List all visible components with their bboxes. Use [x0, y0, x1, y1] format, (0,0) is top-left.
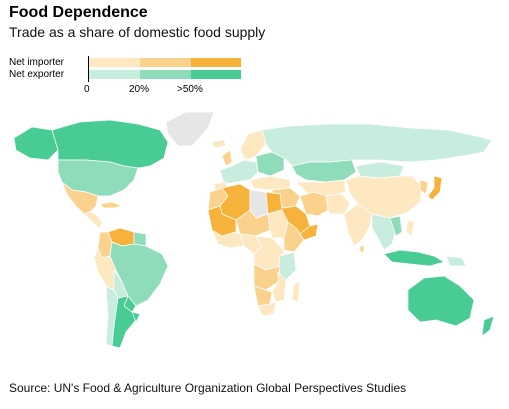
- region-korea: [419, 179, 429, 195]
- chart-title: Food Dependence: [9, 4, 148, 21]
- legend-exporter-label: Net exporter: [9, 69, 65, 80]
- legend-tick-20: 20%: [129, 84, 150, 95]
- legend-tick-0: 0: [84, 84, 90, 95]
- region-caribbean: [99, 201, 123, 209]
- region-kazakhstan: [291, 159, 357, 183]
- legend-exporter-low: [89, 70, 140, 79]
- region-central-asia: [295, 179, 347, 197]
- region-namibia-botswana: [253, 285, 273, 307]
- region-mongolia: [355, 161, 405, 179]
- region-alaska: [13, 126, 59, 161]
- region-central-america: [83, 211, 103, 229]
- region-sri-lanka: [359, 245, 365, 253]
- region-uk: [221, 149, 233, 167]
- region-iceland: [211, 139, 227, 149]
- region-philippines: [405, 219, 415, 237]
- region-new-zealand: [481, 315, 495, 337]
- region-madagascar: [291, 281, 301, 303]
- region-australia: [407, 275, 475, 327]
- region-russia: [261, 123, 493, 167]
- legend-importer-low: [89, 58, 140, 67]
- legend-importer-label: Net importer: [9, 57, 65, 68]
- legend-exporter-high: [191, 70, 241, 79]
- region-indochina: [389, 215, 403, 237]
- legend: Net importer Net exporter 0 20% >50%: [9, 52, 259, 98]
- chart-subtitle: Trade as a share of domestic food supply: [9, 24, 266, 40]
- legend-importer-high: [191, 58, 241, 67]
- region-pakistan: [325, 193, 351, 215]
- region-india: [343, 203, 373, 247]
- region-malaysia-indonesia: [383, 249, 445, 267]
- region-south-africa: [257, 301, 277, 317]
- legend-importer-mid: [140, 58, 191, 67]
- region-greenland: [165, 111, 215, 147]
- region-japan: [427, 175, 443, 201]
- region-brazil: [109, 241, 169, 307]
- source-note: Source: UN's Food & Agriculture Organiza…: [9, 381, 407, 395]
- region-guianas: [133, 231, 147, 247]
- legend-exporter-mid: [140, 70, 191, 79]
- region-papua: [445, 255, 467, 267]
- region-uruguay: [131, 311, 141, 323]
- legend-axis: [88, 56, 89, 82]
- legend-tick-50: >50%: [177, 84, 203, 95]
- region-turkey: [249, 175, 291, 191]
- region-mexico: [61, 181, 99, 215]
- region-chile: [105, 285, 119, 347]
- world-map: [13, 111, 495, 349]
